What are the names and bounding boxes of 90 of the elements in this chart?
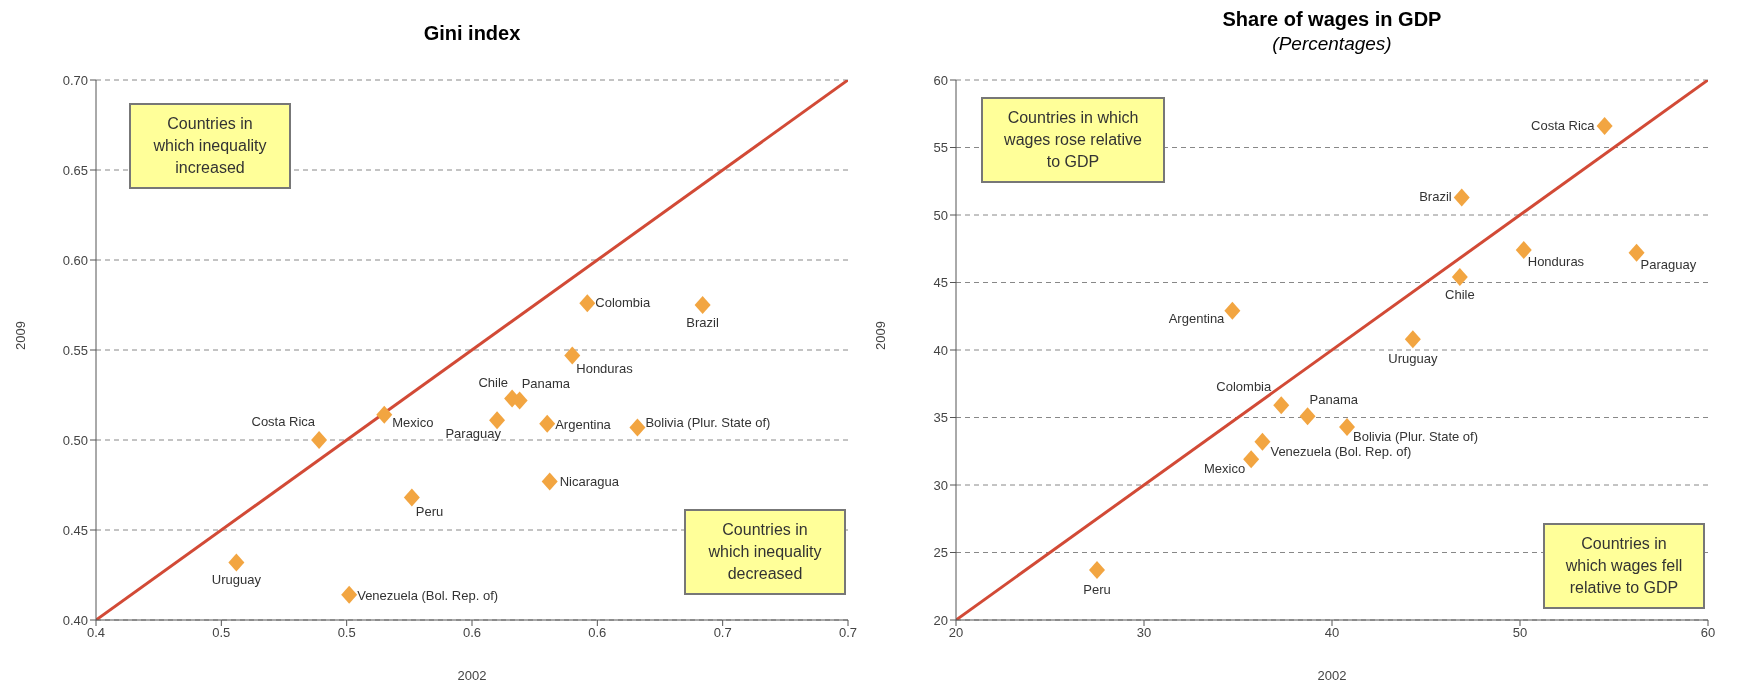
- point: [341, 585, 358, 604]
- point: [1451, 268, 1468, 287]
- point: [228, 553, 245, 572]
- point: [403, 488, 420, 507]
- y-tick-label: 0.70: [62, 72, 88, 88]
- note-box: Countries in which inequality increased: [129, 103, 291, 189]
- annotation: Argentina: [1168, 310, 1226, 326]
- annotation: Panama: [521, 376, 571, 392]
- x-axis-title: 2002: [457, 668, 487, 683]
- x-tick-label: 0.6: [462, 625, 482, 641]
- point: [539, 414, 556, 433]
- note-box: Countries in which wages rose relative to GDP: [981, 97, 1165, 183]
- y-tick-label: 60: [933, 72, 948, 88]
- x-tick-label: 50: [1512, 625, 1528, 641]
- annotation: Peru: [415, 503, 444, 519]
- point: [1404, 330, 1421, 349]
- annotation: Bolivia (Plur. State of): [645, 415, 771, 431]
- annotation: Honduras: [576, 361, 634, 377]
- annotation: Brazil: [686, 315, 719, 330]
- x-tick-label: 0.7: [713, 625, 732, 641]
- point: [1453, 188, 1470, 207]
- y-tick-label: 45: [933, 275, 948, 291]
- annotation: Nicaragua: [559, 474, 620, 490]
- y-tick-label: 0.60: [62, 252, 88, 268]
- annotation: Uruguay: [1388, 351, 1438, 367]
- point: [1596, 116, 1613, 135]
- y-tick-label: 20: [933, 612, 948, 628]
- point: [1254, 432, 1271, 451]
- y-axis-title: 2009: [12, 321, 28, 350]
- x-tick-label: 0.5: [337, 625, 356, 641]
- annotation: Uruguay: [211, 572, 262, 588]
- y-tick-label: 0.50: [62, 432, 88, 448]
- point: [1273, 396, 1290, 415]
- x-tick-label: 0.6: [588, 625, 607, 641]
- annotation: Venezuela (Bol. Rep. of): [357, 587, 499, 603]
- annotation: Honduras: [1527, 254, 1585, 270]
- x-tick-label: 0.4: [86, 625, 106, 641]
- x-tick-label: 60: [1700, 625, 1716, 641]
- annotation: Chile: [478, 374, 509, 390]
- annotation: Colombia: [595, 295, 651, 311]
- annotation: Venezuela (Bol. Rep. of): [1270, 443, 1412, 459]
- point: [1628, 243, 1645, 262]
- y-tick-label: 0.65: [62, 162, 88, 178]
- point: [1089, 561, 1105, 580]
- y-tick-label: 30: [933, 477, 948, 493]
- y-tick-label: 40: [933, 342, 948, 358]
- y-tick-label: 35: [933, 410, 948, 426]
- y-tick-label: 50: [933, 207, 948, 223]
- annotation: Chile: [1445, 287, 1475, 303]
- point: [694, 296, 711, 314]
- point: [489, 411, 506, 430]
- annotation: Paraguay: [1640, 256, 1697, 272]
- y-tick-label: 0.45: [62, 522, 88, 538]
- point: [376, 405, 393, 424]
- annotation: Panama: [1309, 392, 1359, 408]
- annotation: Paraguay: [445, 426, 502, 442]
- y-tick-label: 25: [933, 545, 948, 561]
- point: [579, 294, 596, 313]
- x-tick-label: 40: [1324, 625, 1340, 641]
- point: [1243, 450, 1260, 469]
- annotation: Costa Rica: [251, 414, 316, 429]
- annotation: Bolivia (Plur. State of): [1353, 428, 1479, 444]
- point: [1339, 417, 1356, 436]
- point: [1299, 407, 1316, 426]
- x-tick-label: 0.5: [212, 625, 231, 641]
- annotation: Costa Rica: [1531, 117, 1596, 133]
- annotation: Mexico: [1203, 461, 1246, 477]
- y-tick-label: 55: [933, 140, 948, 156]
- x-tick-label: 30: [1136, 625, 1152, 641]
- annotation: Mexico: [392, 414, 434, 430]
- note-box: Countries in which wages fell relative to GDP: [1543, 523, 1705, 609]
- annotation: Brazil: [1419, 189, 1452, 205]
- chart-title: Gini index: [422, 21, 522, 45]
- point: [311, 431, 328, 449]
- x-tick-label: 20: [948, 625, 964, 641]
- annotation: Argentina: [555, 416, 612, 432]
- point: [629, 418, 646, 437]
- x-tick-label: 0.7: [838, 625, 858, 641]
- annotation: Peru: [1083, 582, 1111, 598]
- annotation: Colombia: [1216, 379, 1272, 395]
- point: [1224, 301, 1241, 320]
- y-tick-label: 0.40: [62, 612, 88, 628]
- y-axis-title: 2009: [872, 321, 888, 350]
- y-tick-label: 0.55: [62, 342, 88, 358]
- point: [564, 346, 581, 365]
- point: [541, 472, 558, 491]
- chart-title: Share of wages in GDP: [1221, 8, 1443, 31]
- x-axis-title: 2002: [1317, 668, 1347, 683]
- chart-subtitle: (Percentages): [1271, 33, 1393, 55]
- note-box: Countries in which inequality decreased: [684, 509, 846, 595]
